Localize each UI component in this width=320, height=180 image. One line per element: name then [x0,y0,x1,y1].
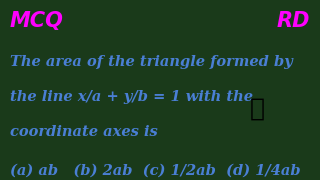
Text: (a) ab   (b) 2ab  (c) 1/2ab  (d) 1/4ab: (a) ab (b) 2ab (c) 1/2ab (d) 1/4ab [10,163,300,177]
Text: The area of the triangle formed by: The area of the triangle formed by [10,55,292,69]
Text: the line x/a + y/b = 1 with the: the line x/a + y/b = 1 with the [10,90,252,104]
Text: RD: RD [277,11,310,31]
Text: coordinate axes is: coordinate axes is [10,125,157,139]
Text: MCQ: MCQ [10,11,63,31]
Text: 🔥: 🔥 [250,97,265,121]
